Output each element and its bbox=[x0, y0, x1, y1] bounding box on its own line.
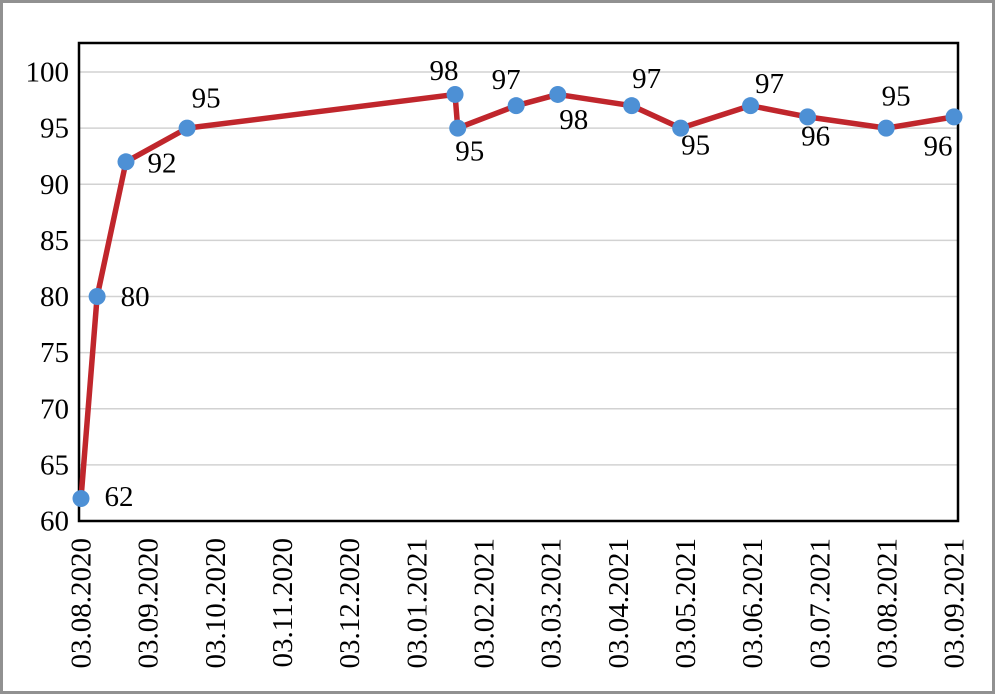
y-tick-label: 100 bbox=[26, 57, 70, 89]
data-point-marker bbox=[117, 153, 135, 171]
x-tick-label: 03.07.2021 bbox=[804, 538, 836, 669]
y-tick-label: 85 bbox=[40, 225, 69, 257]
data-point-label: 97 bbox=[755, 68, 784, 100]
y-tick-label: 95 bbox=[40, 113, 69, 145]
x-tick-label: 03.02.2021 bbox=[468, 538, 500, 669]
data-point-label: 95 bbox=[681, 130, 710, 162]
data-point-label: 96 bbox=[801, 120, 830, 152]
y-tick-label: 70 bbox=[40, 393, 69, 425]
data-point-label: 98 bbox=[559, 104, 588, 136]
data-point-marker bbox=[799, 108, 817, 126]
data-point-marker bbox=[945, 108, 963, 126]
y-tick-label: 90 bbox=[40, 169, 69, 201]
data-point-label: 95 bbox=[192, 83, 221, 115]
x-tick-label: 03.10.2020 bbox=[200, 538, 232, 669]
x-tick-label: 03.04.2021 bbox=[603, 538, 635, 669]
data-point-label: 98 bbox=[430, 55, 459, 87]
y-tick-label: 65 bbox=[40, 449, 69, 481]
data-point-marker bbox=[549, 85, 567, 103]
line-chart: 60 65 70 75 80 85 90 95 100 03.08.2020 03.09.2020 0… bbox=[26, 41, 971, 669]
y-tick-label: 60 bbox=[40, 506, 69, 538]
data-point-marker bbox=[449, 119, 467, 137]
data-point-marker bbox=[623, 97, 641, 115]
data-point-label: 62 bbox=[105, 481, 134, 513]
x-tick-label: 03.12.2020 bbox=[334, 538, 366, 669]
data-point-marker bbox=[178, 119, 196, 137]
data-point-label: 80 bbox=[121, 281, 150, 313]
x-tick-label: 03.08.2021 bbox=[871, 538, 903, 669]
data-point-marker bbox=[446, 85, 464, 103]
y-tick-label: 75 bbox=[40, 337, 69, 369]
data-point-marker bbox=[507, 97, 525, 115]
plot-border bbox=[77, 41, 960, 523]
data-point-label: 96 bbox=[924, 130, 953, 162]
data-point-label: 97 bbox=[632, 63, 661, 95]
data-point-label: 92 bbox=[147, 147, 176, 179]
x-tick-label: 03.05.2021 bbox=[670, 538, 702, 669]
x-tick-label: 03.08.2020 bbox=[66, 538, 98, 669]
data-point-marker bbox=[88, 288, 106, 305]
data-point-label: 95 bbox=[455, 136, 484, 168]
y-tick-label: 80 bbox=[40, 281, 69, 313]
x-tick-label: 03.01.2021 bbox=[401, 538, 433, 669]
data-point-marker bbox=[672, 119, 690, 137]
x-tick-label: 03.09.2020 bbox=[133, 538, 165, 669]
x-tick-label: 03.06.2021 bbox=[737, 538, 769, 669]
x-tick-label: 03.11.2020 bbox=[267, 538, 299, 667]
data-point-marker bbox=[72, 490, 90, 508]
data-point-label: 97 bbox=[492, 64, 521, 96]
data-point-label: 95 bbox=[882, 81, 911, 113]
data-point-marker bbox=[877, 119, 895, 137]
data-point-marker bbox=[742, 97, 760, 115]
series-line bbox=[78, 91, 957, 502]
x-tick-label: 03.03.2021 bbox=[536, 538, 568, 669]
x-tick-label: 03.09.2021 bbox=[939, 538, 971, 669]
